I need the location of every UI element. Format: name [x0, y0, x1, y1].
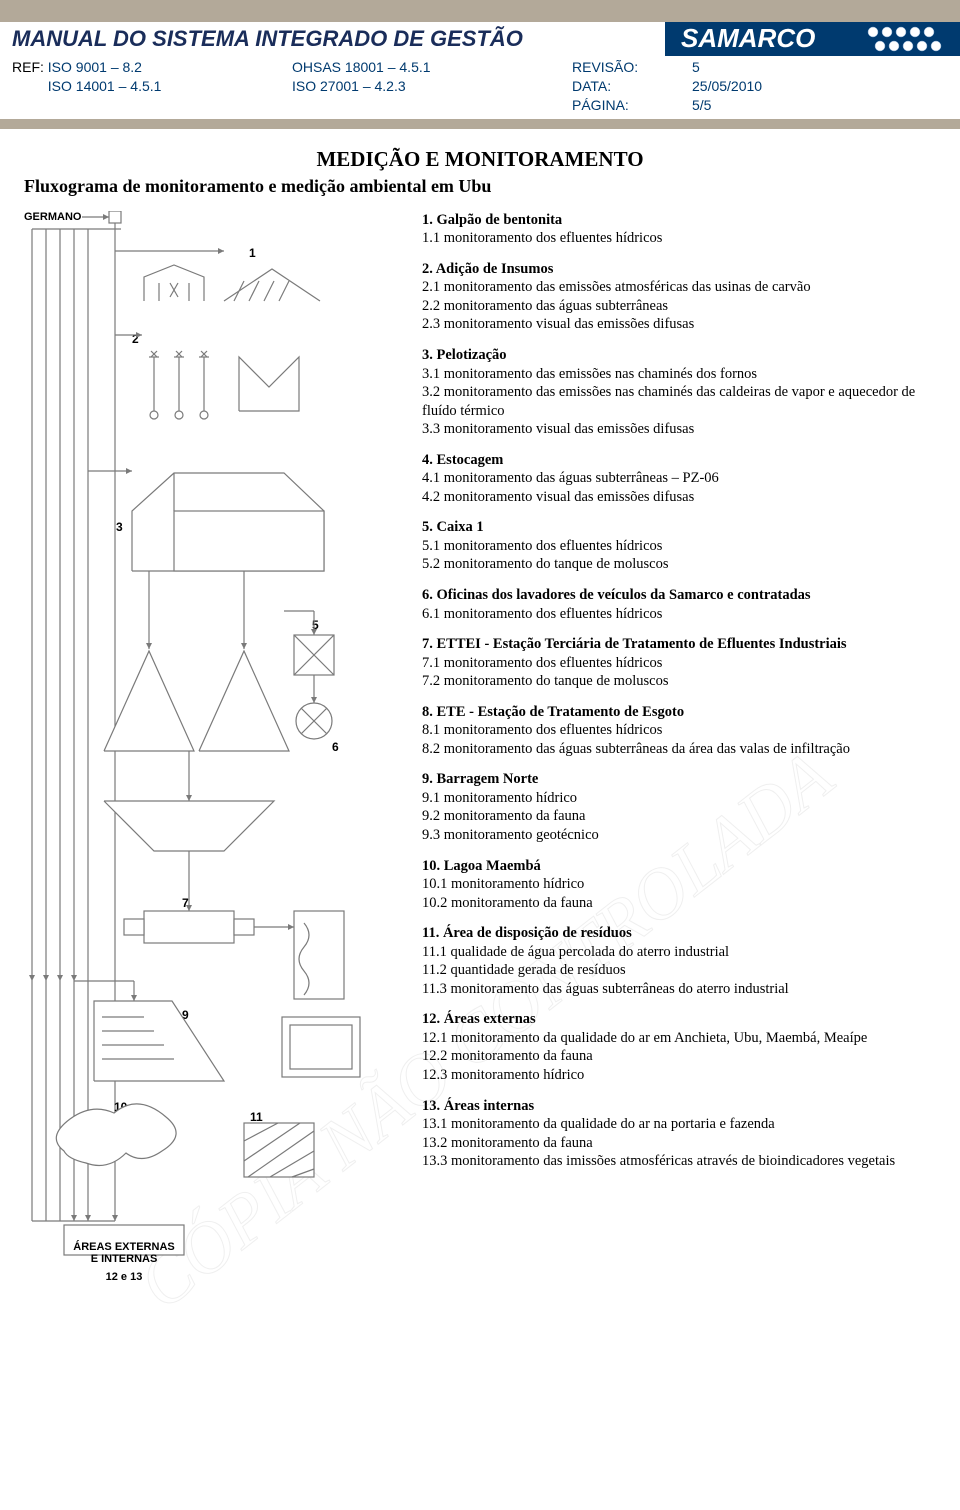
- rev-value: 5: [692, 59, 700, 75]
- section: 4. Estocagem4.1 monitoramento das águas …: [422, 451, 936, 507]
- section-item: 2.2 monitoramento das águas subterrâneas: [422, 297, 936, 316]
- section-item: 11.2 quantidade gerada de resíduos: [422, 961, 936, 980]
- section-item: 9.1 monitoramento hídrico: [422, 789, 936, 808]
- section: 10. Lagoa Maembá10.1 monitoramento hídri…: [422, 857, 936, 913]
- date-label: DATA:: [572, 78, 611, 94]
- section-item: 8.2 monitoramento das águas subterrâneas…: [422, 740, 936, 759]
- section: 11. Área de disposição de resíduos11.1 q…: [422, 924, 936, 998]
- main-title: MEDIÇÃO E MONITORAMENTO: [24, 147, 936, 172]
- date-value: 25/05/2010: [692, 78, 762, 94]
- section-item: 12.2 monitoramento da fauna: [422, 1047, 936, 1066]
- svg-text:7: 7: [182, 896, 189, 910]
- section-item: 2.3 monitoramento visual das emissões di…: [422, 315, 936, 334]
- section-title: 5. Caixa 1: [422, 518, 936, 537]
- section-item: 12.1 monitoramento da qualidade do ar em…: [422, 1029, 936, 1048]
- section-item: 9.3 monitoramento geotécnico: [422, 826, 936, 845]
- section-item: 12.3 monitoramento hídrico: [422, 1066, 936, 1085]
- logo-text-svg: SAMARCO: [681, 24, 815, 53]
- svg-text:11: 11: [250, 1110, 263, 1124]
- section: 8. ETE - Estação de Tratamento de Esgoto…: [422, 703, 936, 759]
- section-item: 6.1 monitoramento dos efluentes hídricos: [422, 605, 936, 624]
- content-row: GERMANO: [24, 211, 936, 1286]
- section-item: 10.1 monitoramento hídrico: [422, 875, 936, 894]
- section-item: 5.1 monitoramento dos efluentes hídricos: [422, 537, 936, 556]
- section-title: 13. Áreas internas: [422, 1097, 936, 1116]
- section-title: 3. Pelotização: [422, 346, 936, 365]
- section-title: 8. ETE - Estação de Tratamento de Esgoto: [422, 703, 936, 722]
- section-title: 9. Barragem Norte: [422, 770, 936, 789]
- section-title: 10. Lagoa Maembá: [422, 857, 936, 876]
- section-item: 3.1 monitoramento das emissões nas chami…: [422, 365, 936, 384]
- diagram-column: GERMANO: [24, 211, 394, 1286]
- diagram-bottom-line2: E INTERNAS: [91, 1253, 158, 1265]
- section-item: 11.3 monitoramento das águas subterrânea…: [422, 980, 936, 999]
- section-item: 13.1 monitoramento da qualidade do ar na…: [422, 1115, 936, 1134]
- ref3: OHSAS 18001 – 4.5.1: [292, 59, 431, 75]
- section: 5. Caixa 15.1 monitoramento dos efluente…: [422, 518, 936, 574]
- flowchart-svg: 1: [24, 211, 394, 1281]
- section: 13. Áreas internas13.1 monitoramento da …: [422, 1097, 936, 1171]
- section-title: 1. Galpão de bentonita: [422, 211, 936, 230]
- section-item: 3.3 monitoramento visual das emissões di…: [422, 420, 936, 439]
- rev-label: REVISÃO:: [572, 59, 638, 75]
- ref-label: REF:: [12, 59, 44, 75]
- section-title: 4. Estocagem: [422, 451, 936, 470]
- section-item: 4.2 monitoramento visual das emissões di…: [422, 488, 936, 507]
- header: MANUAL DO SISTEMA INTEGRADO DE GESTÃO SA…: [0, 0, 960, 129]
- section-title: 6. Oficinas dos lavadores de veículos da…: [422, 586, 936, 605]
- section-item: 13.3 monitoramento das imissões atmosfér…: [422, 1152, 936, 1171]
- ref4: ISO 27001 – 4.2.3: [292, 78, 406, 94]
- section-item: 7.2 monitoramento do tanque de moluscos: [422, 672, 936, 691]
- section-item: 1.1 monitoramento dos efluentes hídricos: [422, 229, 936, 248]
- section-title: 7. ETTEI - Estação Terciária de Tratamen…: [422, 635, 936, 654]
- page-label: PÁGINA:: [572, 97, 629, 113]
- svg-text:6: 6: [332, 740, 339, 754]
- diagram-bottom-num: 12 e 13: [64, 1271, 184, 1284]
- subtitle: Fluxograma de monitoramento e medição am…: [24, 176, 936, 197]
- svg-text:3: 3: [116, 520, 123, 534]
- section-item: 9.2 monitoramento da fauna: [422, 807, 936, 826]
- section-item: 10.2 monitoramento da fauna: [422, 894, 936, 913]
- section: 6. Oficinas dos lavadores de veículos da…: [422, 586, 936, 623]
- section-item: 3.2 monitoramento das emissões nas chami…: [422, 383, 936, 420]
- svg-text:1: 1: [249, 246, 256, 260]
- section-item: 7.1 monitoramento dos efluentes hídricos: [422, 654, 936, 673]
- diagram-top-label: GERMANO: [24, 211, 81, 224]
- section-title: 11. Área de disposição de resíduos: [422, 924, 936, 943]
- meta-row: REF: ISO 9001 – 8.2 REF: ISO 14001 – 4.5…: [0, 56, 960, 119]
- section: 9. Barragem Norte9.1 monitoramento hídri…: [422, 770, 936, 844]
- section-item: 8.1 monitoramento dos efluentes hídricos: [422, 721, 936, 740]
- section: 1. Galpão de bentonita1.1 monitoramento …: [422, 211, 936, 248]
- ref2: ISO 14001 – 4.5.1: [48, 78, 162, 94]
- section-item: 2.1 monitoramento das emissões atmosféri…: [422, 278, 936, 297]
- section: 3. Pelotização3.1 monitoramento das emis…: [422, 346, 936, 439]
- page-value: 5/5: [692, 97, 711, 113]
- title-row: MANUAL DO SISTEMA INTEGRADO DE GESTÃO SA…: [0, 22, 960, 56]
- section: 12. Áreas externas12.1 monitoramento da …: [422, 1010, 936, 1084]
- diagram-bottom-line1: ÁREAS EXTERNAS: [73, 1241, 174, 1253]
- text-column: 1. Galpão de bentonita1.1 monitoramento …: [422, 211, 936, 1286]
- section-title: 2. Adição de Insumos: [422, 260, 936, 279]
- section-item: 4.1 monitoramento das águas subterrâneas…: [422, 469, 936, 488]
- section-item: 13.2 monitoramento da fauna: [422, 1134, 936, 1153]
- section-title: 12. Áreas externas: [422, 1010, 936, 1029]
- manual-title: MANUAL DO SISTEMA INTEGRADO DE GESTÃO: [0, 22, 665, 56]
- ref1: ISO 9001 – 8.2: [48, 59, 142, 75]
- logo: SAMARCO: [665, 22, 960, 56]
- section-item: 5.2 monitoramento do tanque de moluscos: [422, 555, 936, 574]
- section-item: 11.1 qualidade de água percolada do ater…: [422, 943, 936, 962]
- section: 7. ETTEI - Estação Terciária de Tratamen…: [422, 635, 936, 691]
- section: 2. Adição de Insumos2.1 monitoramento da…: [422, 260, 936, 334]
- page-body: CÓPIA NÃO CONTROLADA MEDIÇÃO E MONITORAM…: [0, 129, 960, 1326]
